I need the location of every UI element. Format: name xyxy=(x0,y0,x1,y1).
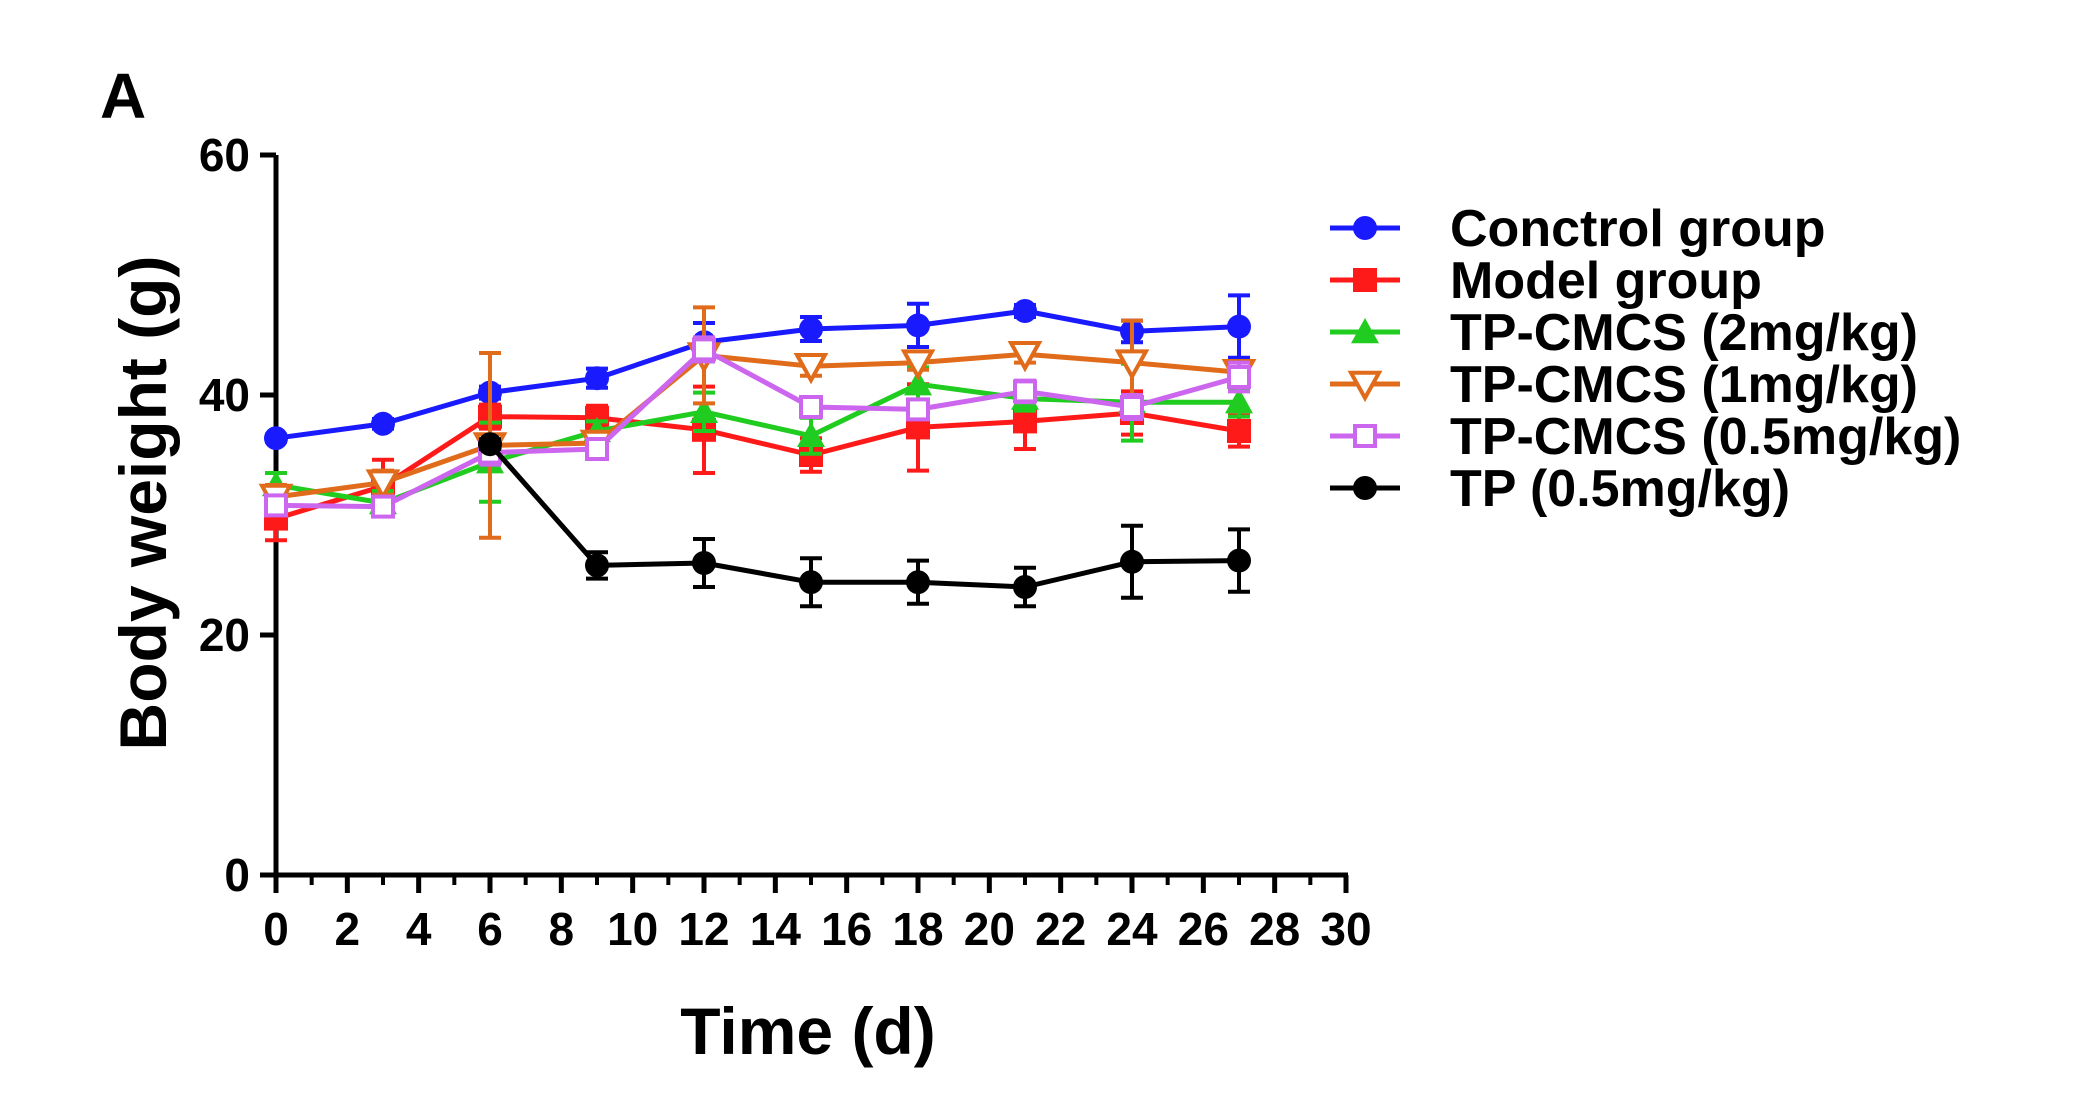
data-point xyxy=(690,397,718,423)
x-tick-label: 12 xyxy=(678,903,729,955)
series-line xyxy=(275,410,1240,521)
data-point xyxy=(264,493,288,518)
data-point xyxy=(904,370,932,396)
data-point xyxy=(900,349,936,381)
data-point xyxy=(585,437,609,461)
legend-item: TP-CMCS (1mg/kg) xyxy=(1330,356,1918,414)
legend-marker xyxy=(1353,476,1377,500)
data-point xyxy=(1227,314,1251,339)
data-point xyxy=(797,421,825,447)
series-line xyxy=(275,308,1240,441)
data-point xyxy=(799,570,823,595)
legend-item: TP (0.5mg/kg) xyxy=(1330,460,1790,518)
series-5 xyxy=(264,335,1251,519)
series-6 xyxy=(478,432,1251,609)
x-tick-label: 8 xyxy=(549,903,575,955)
x-tick-label: 30 xyxy=(1320,903,1371,955)
legend-label: TP-CMCS (1mg/kg) xyxy=(1450,356,1918,414)
data-point xyxy=(1227,365,1251,389)
series-line xyxy=(488,442,1240,590)
series-line xyxy=(275,346,1240,510)
x-tick-label: 0 xyxy=(263,903,289,955)
x-tick-label: 24 xyxy=(1106,903,1158,955)
data-point xyxy=(1227,548,1251,573)
data-point xyxy=(692,337,716,362)
y-tick-label: 40 xyxy=(199,369,250,421)
x-tick-label: 16 xyxy=(821,903,872,955)
data-point xyxy=(1013,575,1037,599)
data-point xyxy=(906,397,930,422)
legend-item: TP-CMCS (2mg/kg) xyxy=(1330,304,1918,362)
panel-label: A xyxy=(100,60,146,132)
legend-marker xyxy=(1353,424,1377,448)
legend-marker xyxy=(1347,370,1383,403)
x-tick-label: 2 xyxy=(335,903,361,955)
data-point xyxy=(1013,409,1037,434)
legend-item: Model group xyxy=(1330,252,1762,310)
legend-marker xyxy=(1351,318,1379,344)
x-tick-label: 10 xyxy=(607,903,658,955)
legend-label: TP-CMCS (0.5mg/kg) xyxy=(1450,408,1961,466)
legend-marker xyxy=(1353,216,1377,240)
legend-label: TP-CMCS (2mg/kg) xyxy=(1450,304,1918,362)
data-point xyxy=(371,411,395,436)
series-2 xyxy=(264,382,1251,543)
data-point xyxy=(1227,419,1251,443)
y-tick-label: 0 xyxy=(224,849,250,901)
data-point xyxy=(1120,549,1144,574)
data-point xyxy=(906,570,930,595)
data-point xyxy=(1114,349,1150,381)
x-tick-label: 14 xyxy=(750,903,802,955)
data-point xyxy=(585,553,609,578)
data-point xyxy=(1225,388,1253,414)
series-layer xyxy=(258,293,1257,609)
data-point xyxy=(478,432,502,457)
data-point xyxy=(906,313,930,338)
legend-label: Model group xyxy=(1450,252,1762,310)
y-axis-title: Body weight (g) xyxy=(106,256,180,751)
x-tick-label: 26 xyxy=(1178,903,1229,955)
x-tick-label: 6 xyxy=(477,903,503,955)
x-tick-label: 18 xyxy=(892,903,943,955)
data-point xyxy=(1013,379,1037,404)
data-point xyxy=(799,395,823,419)
data-point xyxy=(793,353,829,385)
x-axis-title: Time (d) xyxy=(680,994,935,1068)
data-point xyxy=(365,469,401,501)
data-point xyxy=(371,494,395,519)
legend-item: TP-CMCS (0.5mg/kg) xyxy=(1330,408,1961,466)
series-line xyxy=(275,351,1240,500)
data-point xyxy=(692,551,716,575)
x-tick-label: 22 xyxy=(1035,903,1086,955)
y-tick-label: 20 xyxy=(199,609,250,661)
x-tick-label: 20 xyxy=(964,903,1015,955)
data-point xyxy=(1013,299,1037,323)
data-point xyxy=(799,317,823,341)
y-tick-label: 60 xyxy=(199,129,250,181)
legend-marker xyxy=(1353,268,1377,292)
x-tick-label: 28 xyxy=(1249,903,1300,955)
data-point xyxy=(585,366,609,391)
data-point xyxy=(264,426,288,451)
x-tick-label: 4 xyxy=(406,903,432,955)
legend-item: Conctrol group xyxy=(1330,200,1826,258)
legend-label: TP (0.5mg/kg) xyxy=(1450,460,1790,518)
series-1 xyxy=(264,293,1251,451)
data-point xyxy=(1007,341,1043,373)
data-point xyxy=(1120,395,1144,419)
legend-label: Conctrol group xyxy=(1450,200,1826,258)
